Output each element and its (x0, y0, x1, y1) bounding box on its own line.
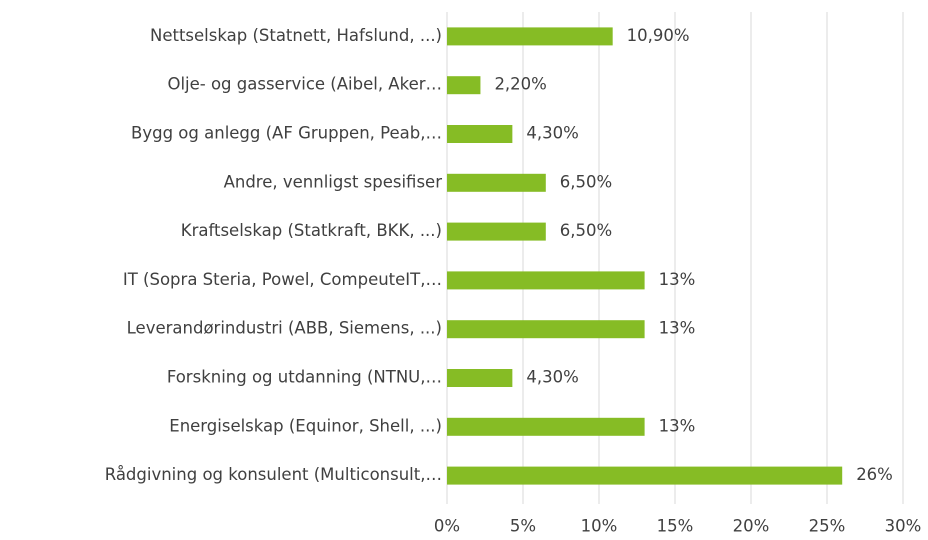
x-tick-label: 25% (809, 517, 846, 536)
y-tick-label: Kraftselskap (Statkraft, BKK, ...) (181, 221, 442, 240)
value-label: 4,30% (526, 124, 578, 143)
value-label: 26% (856, 465, 893, 484)
y-tick-label: Olje- og gasservice (Aibel, Aker… (167, 75, 442, 94)
bar (447, 222, 546, 241)
x-tick-label: 15% (657, 517, 694, 536)
value-label: 6,50% (560, 221, 612, 240)
value-label: 10,90% (627, 26, 690, 45)
x-tick-label: 10% (581, 517, 618, 536)
value-label: 13% (659, 319, 696, 338)
x-tick-label: 30% (885, 517, 922, 536)
bar (447, 125, 513, 143)
bar (447, 320, 645, 339)
bar (447, 173, 546, 192)
value-label: 13% (659, 270, 696, 289)
x-tick-label: 20% (733, 517, 770, 536)
y-tick-label: Andre, vennligst spesifiser (224, 172, 443, 191)
value-label: 4,30% (526, 368, 578, 387)
bar (447, 27, 613, 46)
y-tick-label: Rådgivning og konsulent (Multiconsult,… (105, 465, 442, 484)
value-label: 13% (659, 416, 696, 435)
value-label: 2,20% (494, 75, 546, 94)
x-tick-label: 0% (434, 517, 460, 536)
bar (447, 271, 645, 290)
bar (447, 76, 481, 95)
y-tick-label: Forskning og utdanning (NTNU,… (167, 368, 442, 387)
bar (447, 369, 513, 387)
y-tick-label: Bygg og anlegg (AF Gruppen, Peab,… (131, 124, 442, 143)
y-tick-label: Nettselskap (Statnett, Hafslund, ...) (150, 26, 442, 45)
bar (447, 466, 843, 485)
y-tick-label: Leverandørindustri (ABB, Siemens, ...) (127, 319, 442, 338)
value-label: 6,50% (560, 172, 612, 191)
y-tick-label: IT (Sopra Steria, Powel, CompeuteIT,… (123, 270, 442, 289)
bar (447, 417, 645, 436)
x-tick-label: 5% (510, 517, 536, 536)
y-tick-label: Energiselskap (Equinor, Shell, ...) (169, 416, 442, 435)
